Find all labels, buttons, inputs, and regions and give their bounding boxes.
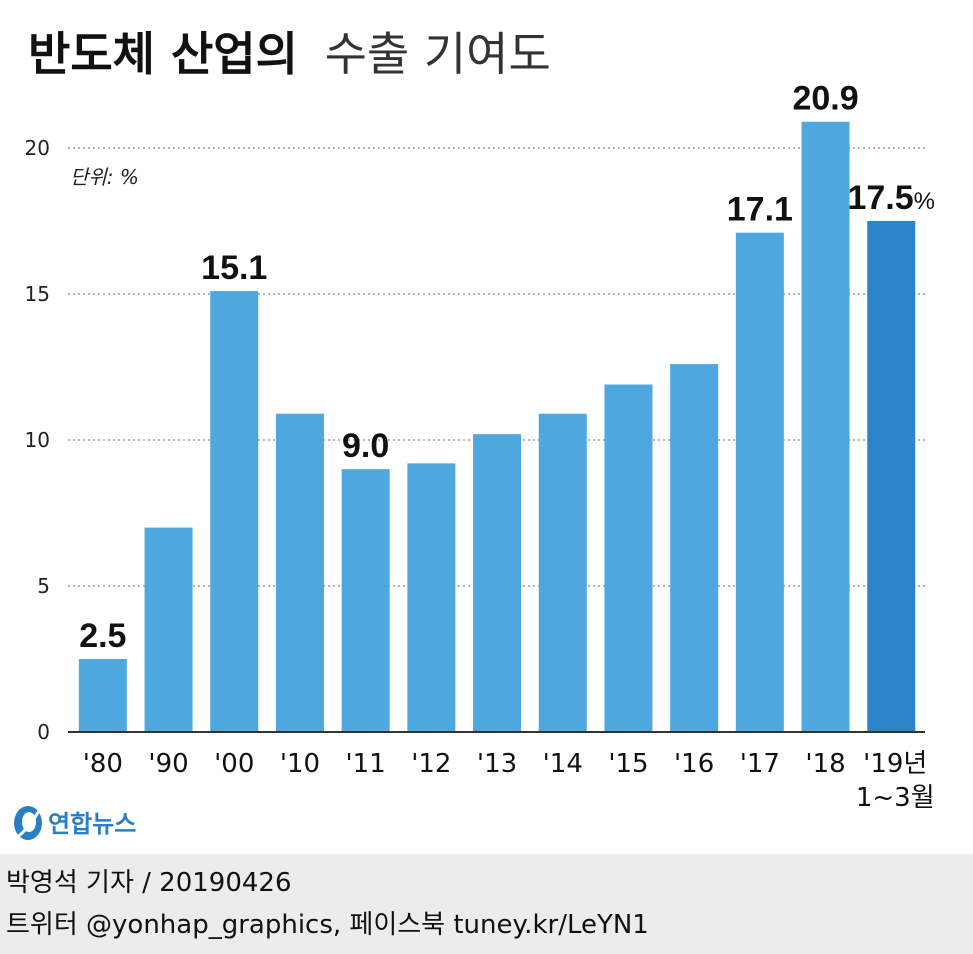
bar: [801, 121, 850, 733]
bars: [78, 121, 916, 733]
bar-value-label: 17.5%: [847, 179, 935, 217]
x-tick-label: '90: [148, 749, 188, 779]
x-tick-label: '80: [83, 749, 123, 779]
bar: [144, 527, 193, 732]
x-tick-label: 1~3월: [856, 783, 935, 813]
bar: [867, 221, 916, 732]
bar: [78, 659, 127, 732]
bar: [670, 364, 719, 732]
y-tick-label: 10: [25, 428, 50, 452]
yonhap-logo-text: 연합뉴스: [48, 810, 136, 838]
x-tick-label: '16: [674, 749, 714, 779]
x-tick-label: '12: [411, 749, 451, 779]
x-tick-label: '17: [740, 749, 780, 779]
x-tick-label: '10: [280, 749, 320, 779]
unit-note: 단위: %: [70, 165, 139, 189]
chart-area: 반도체 산업의 수출 기여도 단위: % 0 5 10 15 20 2.5 15.1 9.0…: [24, 27, 936, 813]
bar: [604, 384, 653, 732]
footer: 박영석 기자 / 20190426 트위터 @yonhap_graphics, …: [0, 854, 973, 954]
bar-value-unit: %: [914, 188, 935, 215]
y-tick-label: 20: [25, 136, 50, 160]
x-tick-label: '18: [805, 749, 845, 779]
x-tick-label: '15: [608, 749, 648, 779]
social-links: 트위터 @yonhap_graphics, 페이스북 tuney.kr/LeYN…: [6, 910, 649, 940]
y-tick-label: 15: [25, 282, 50, 306]
bar: [275, 413, 324, 732]
x-tick-label: '14: [543, 749, 583, 779]
bar: [473, 434, 522, 732]
y-tick-label: 5: [37, 574, 50, 598]
bar: [341, 469, 390, 732]
chart-title-bold: 반도체 산업의: [28, 27, 298, 81]
bar: [407, 463, 456, 732]
y-axis-ticks: 0 5 10 15 20: [25, 136, 50, 744]
bar-value-label: 9.0: [342, 427, 389, 465]
x-tick-label: '19년: [863, 749, 927, 779]
y-tick-label: 0: [37, 720, 50, 744]
bar-value-label: 2.5: [79, 617, 126, 655]
byline: 박영석 기자 / 20190426: [6, 868, 292, 898]
bar-value-label: 15.1: [201, 249, 267, 287]
chart-title-light: 수출 기여도: [325, 27, 551, 81]
chart-title: 반도체 산업의 수출 기여도: [28, 27, 551, 81]
bar-chart: 반도체 산업의 수출 기여도 단위: % 0 5 10 15 20 2.5 15.1 9.0…: [25, 27, 935, 813]
x-tick-label: '11: [346, 749, 386, 779]
x-axis-ticks: '80 '90 '00 '10 '11 '12 '13 '14 '15 '16 '17 '18 '19년…: [83, 749, 935, 813]
x-tick-label: '13: [477, 749, 517, 779]
bar-value-label: 17.1: [727, 191, 793, 229]
bar: [210, 291, 259, 732]
yonhap-logo-icon: [14, 805, 44, 840]
bar: [735, 232, 784, 732]
x-tick-label: '00: [214, 749, 254, 779]
bar-value-label: 20.9: [792, 80, 858, 118]
yonhap-logo: 연합뉴스: [8, 800, 158, 851]
bar: [538, 413, 587, 732]
